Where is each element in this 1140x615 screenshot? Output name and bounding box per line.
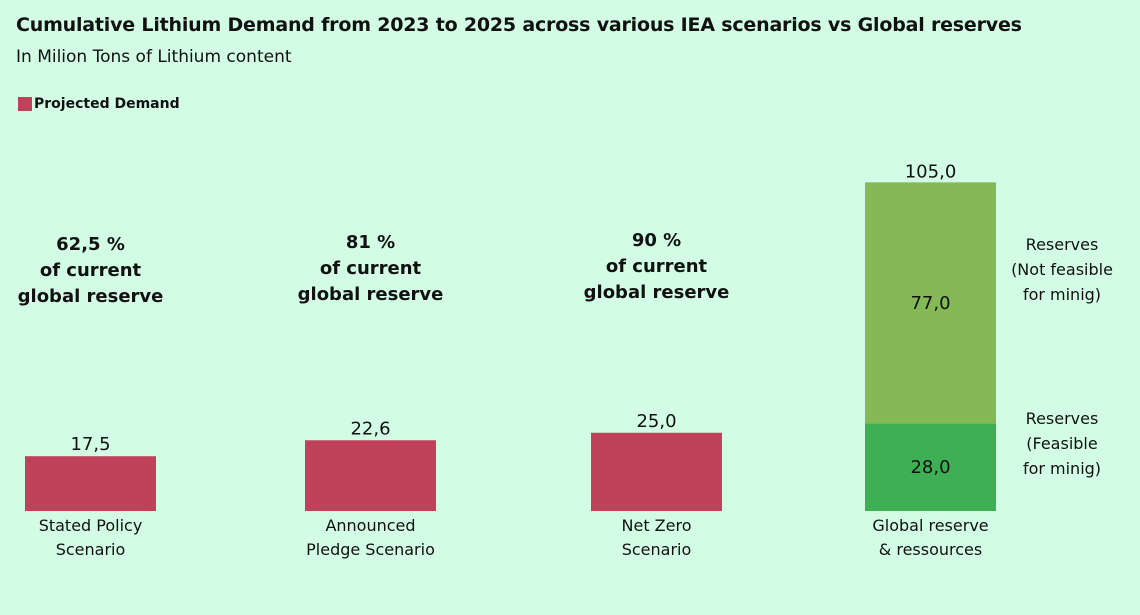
side-label-feasible-line-1: Reserves <box>1026 409 1099 428</box>
side-label-not-feasible-line-3: for minig) <box>1023 285 1101 304</box>
annotation-2-line-3: global reserve <box>298 284 444 305</box>
bar-1 <box>25 456 156 511</box>
annotation-1-line-3: global reserve <box>18 286 164 307</box>
side-label-feasible-line-3: for minig) <box>1023 459 1101 478</box>
annotation-3-line-3: global reserve <box>584 282 730 303</box>
annotation-2-line-2: of current <box>320 258 422 279</box>
side-label-feasible-line-2: (Feasible <box>1026 434 1097 453</box>
category-label-4-line-2: & ressources <box>879 540 982 559</box>
category-label-3-line-2: Scenario <box>622 540 692 559</box>
legend-swatch-demand <box>18 97 32 111</box>
category-label-1-line-2: Scenario <box>56 540 126 559</box>
bar-value-label-2: 22,6 <box>350 418 390 439</box>
reserve-feasible-value: 28,0 <box>910 457 950 478</box>
annotation-2-line-1: 81 % <box>346 232 395 253</box>
chart-subtitle: In Milion Tons of Lithium content <box>16 47 292 67</box>
category-label-2-line-1: Announced <box>325 516 415 535</box>
legend-label-demand: Projected Demand <box>34 96 180 112</box>
side-label-not-feasible-line-1: Reserves <box>1026 235 1099 254</box>
category-label-2-line-2: Pledge Scenario <box>306 540 435 559</box>
reserve-total-label: 105,0 <box>905 161 957 182</box>
annotation-1-line-1: 62,5 % <box>56 234 125 255</box>
annotation-3-line-1: 90 % <box>632 230 681 251</box>
bar-2 <box>305 440 436 511</box>
side-label-not-feasible-line-2: (Not feasible <box>1011 260 1113 279</box>
bar-reserve-feasible <box>865 423 996 511</box>
annotation-3-line-2: of current <box>606 256 708 277</box>
bar-value-label-3: 25,0 <box>636 411 676 432</box>
bar-value-label-1: 17,5 <box>70 434 110 455</box>
chart-title: Cumulative Lithium Demand from 2023 to 2… <box>16 14 1022 36</box>
reserve-not-feasible-value: 77,0 <box>910 293 950 314</box>
legend: Projected Demand <box>18 96 180 112</box>
category-label-1-line-1: Stated Policy <box>39 516 143 535</box>
annotation-1-line-2: of current <box>40 260 142 281</box>
bar-3 <box>591 432 722 511</box>
category-label-4-line-1: Global reserve <box>872 516 988 535</box>
category-label-3-line-1: Net Zero <box>622 516 692 535</box>
bar-reserve-not-feasible <box>865 182 996 424</box>
